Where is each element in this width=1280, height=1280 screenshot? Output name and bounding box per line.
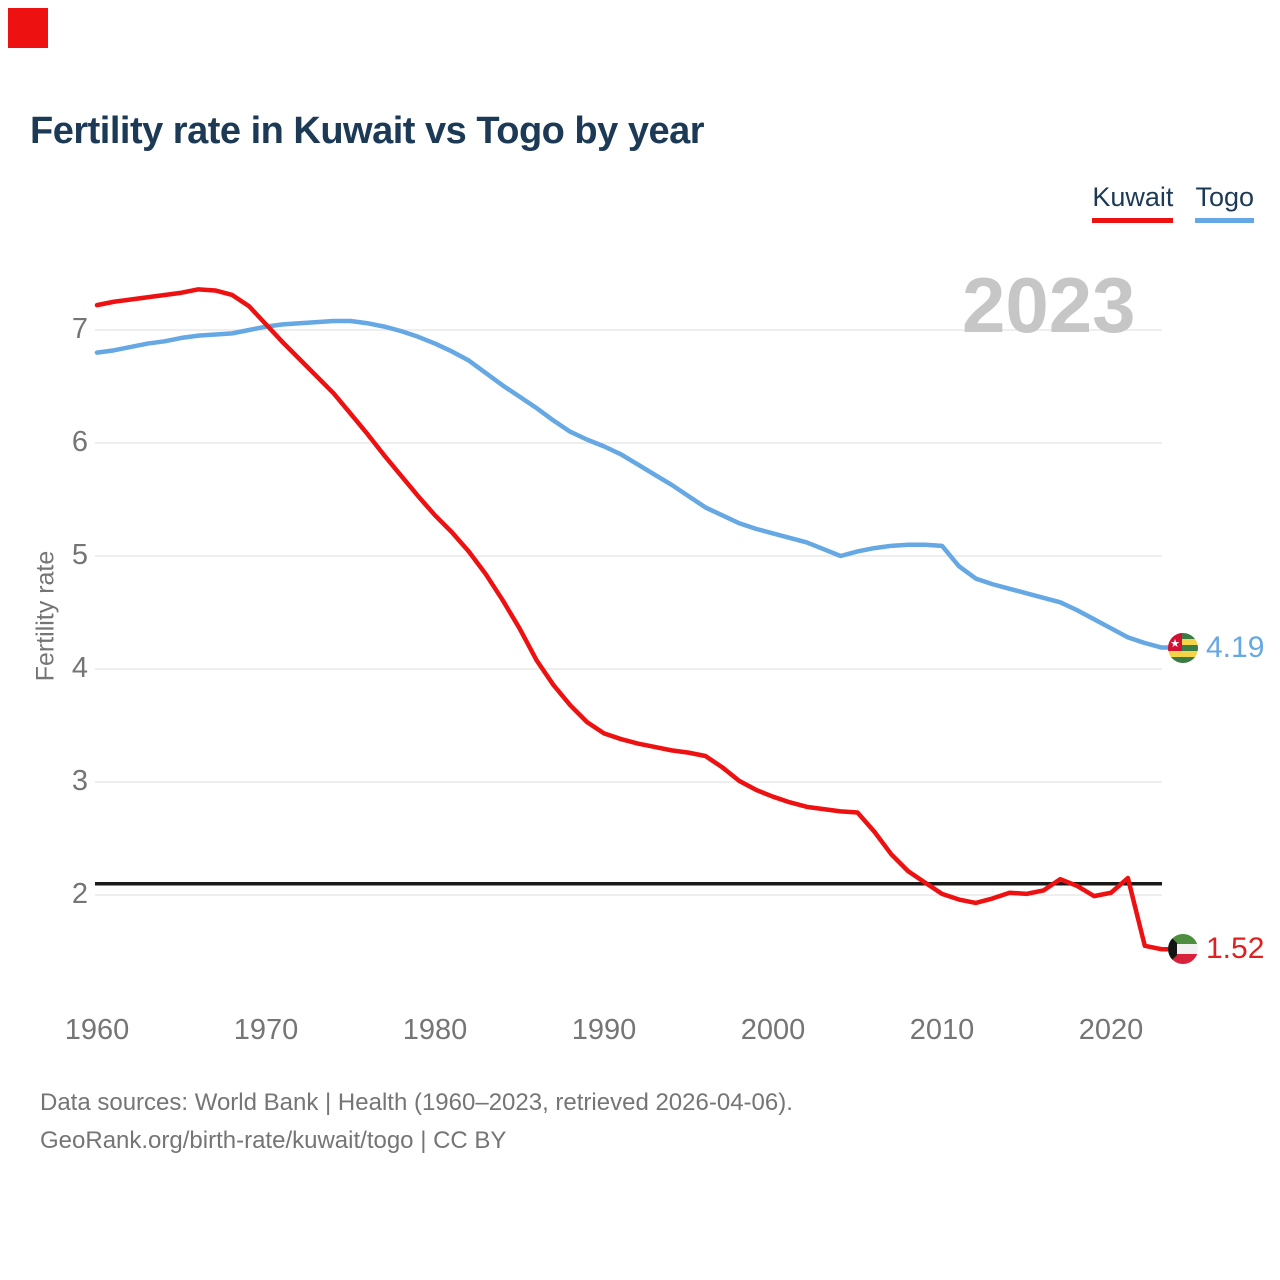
legend-item-togo[interactable]: Togo: [1195, 182, 1254, 223]
svg-text:★: ★: [1170, 638, 1180, 650]
togo-end-value-label: 4.19: [1206, 630, 1265, 664]
chart-title: Fertility rate in Kuwait vs Togo by year: [30, 110, 705, 152]
gridlines: [95, 329, 1162, 896]
kuwait-flag-icon: [1168, 934, 1198, 964]
legend: Kuwait Togo: [1092, 182, 1254, 223]
kuwait-end-value-label: 1.52: [1206, 932, 1265, 966]
y-tick-label: 7: [71, 313, 88, 345]
year-watermark: 2023: [962, 261, 1136, 349]
x-tick-label: 1980: [402, 1014, 468, 1046]
x-tick-label: 1960: [64, 1014, 130, 1046]
y-tick-label: 4: [71, 652, 88, 684]
y-axis-title: Fertility rate: [31, 550, 60, 682]
source-line: Data sources: World Bank | Health (1960–…: [40, 1089, 793, 1116]
togo-flag-icon: ★: [1168, 633, 1198, 663]
annotation-square: [8, 8, 48, 48]
x-tick-label: 2020: [1078, 1014, 1144, 1046]
x-tick-label: 2000: [740, 1014, 806, 1046]
y-tick-label: 5: [71, 539, 88, 571]
legend-item-kuwait[interactable]: Kuwait: [1092, 182, 1174, 223]
y-tick-label: 2: [71, 878, 88, 910]
kuwait-series-line[interactable]: [94, 287, 1171, 952]
x-tick-label: 1970: [233, 1014, 299, 1046]
x-tick-label: 1990: [571, 1014, 637, 1046]
attribution-line: GeoRank.org/birth-rate/kuwait/togo | CC …: [40, 1127, 507, 1154]
x-tick-label: 2010: [909, 1014, 975, 1046]
source-footer: Data sources: World Bank | Health (1960–…: [40, 1084, 793, 1160]
y-tick-label: 6: [71, 426, 88, 458]
y-axis-ticks: 7 6 5 4 3 2: [40, 0, 88, 1280]
y-tick-label: 3: [71, 765, 88, 797]
togo-series-line[interactable]: [94, 318, 1171, 650]
